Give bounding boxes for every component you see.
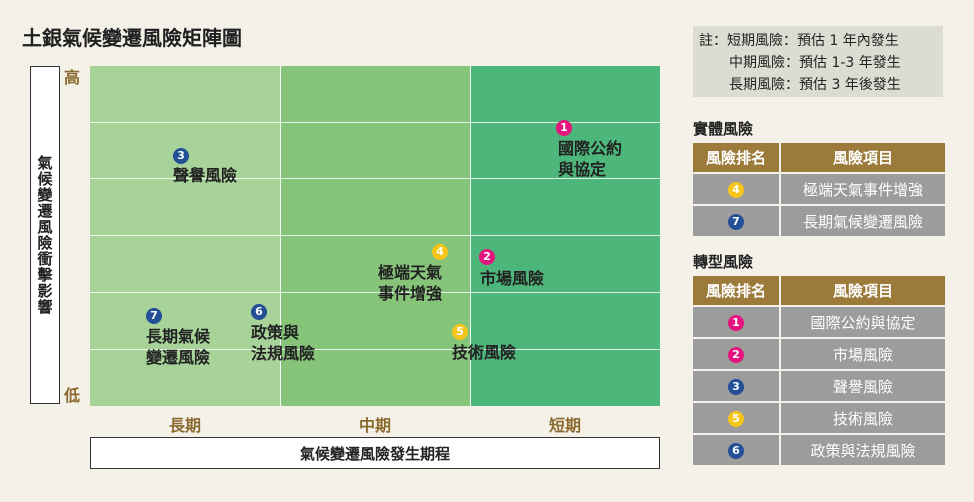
risk-marker-1: 1 bbox=[556, 120, 572, 136]
risk-item: 國際公約與協定 bbox=[781, 307, 945, 337]
rank-badge-5: 5 bbox=[728, 410, 744, 427]
note-box: 註：短期風險：預估 1 年內發生 中期風險：預估 1-3 年發生 長期風險：預估… bbox=[693, 26, 943, 97]
x-tick-mid-term: 中期 bbox=[358, 416, 391, 435]
grid-line bbox=[90, 235, 660, 236]
risk-item: 極端天氣事件增強 bbox=[781, 174, 945, 204]
risk-marker-6: 6 bbox=[251, 304, 267, 320]
table-row: 3 聲譽風險 bbox=[693, 371, 945, 401]
physical-risk-title: 實體風險 bbox=[693, 120, 754, 138]
risk-marker-7: 7 bbox=[146, 308, 162, 324]
risk-item: 長期氣候變遷風險 bbox=[781, 206, 945, 236]
grid-line bbox=[90, 349, 660, 350]
table-header: 風險排名 風險項目 bbox=[693, 276, 945, 305]
risk-item: 政策與法規風險 bbox=[781, 435, 945, 465]
note-line-short: 註：短期風險：預估 1 年內發生 bbox=[699, 33, 899, 49]
y-axis-label-box: 氣候變遷風險衝擊影響 bbox=[30, 66, 60, 404]
rank-badge-3: 3 bbox=[728, 378, 744, 395]
risk-label-1: 國際公約 與協定 bbox=[558, 139, 623, 179]
risk-marker-2: 2 bbox=[479, 249, 495, 265]
x-tick-short-term: 短期 bbox=[548, 416, 581, 435]
risk-label-4: 極端天氣 事件增強 bbox=[378, 263, 443, 303]
risk-label-7: 長期氣候 變遷風險 bbox=[146, 327, 211, 367]
table-header: 風險排名 風險項目 bbox=[693, 143, 945, 172]
rank-badge-7: 7 bbox=[728, 213, 744, 230]
physical-risk-table: 風險排名 風險項目 4 極端天氣事件增強 7 長期氣候變遷風險 bbox=[693, 141, 945, 238]
transition-risk-table: 風險排名 風險項目 1 國際公約與協定 2 市場風險 3 聲譽風險 5 技術風險… bbox=[693, 274, 945, 467]
note-line-mid: 中期風險：預估 1-3 年發生 bbox=[729, 55, 901, 71]
table-row: 4 極端天氣事件增強 bbox=[693, 174, 945, 204]
x-axis-label: 氣候變遷風險發生期程 bbox=[90, 437, 660, 469]
risk-label-5: 技術風險 bbox=[452, 343, 517, 362]
grid-line bbox=[90, 292, 660, 293]
risk-marker-3: 3 bbox=[173, 148, 189, 164]
risk-marker-4: 4 bbox=[432, 244, 448, 260]
risk-marker-5: 5 bbox=[452, 324, 468, 340]
table-row: 7 長期氣候變遷風險 bbox=[693, 206, 945, 236]
grid-line bbox=[470, 66, 471, 406]
col-rank-header: 風險排名 bbox=[693, 143, 781, 172]
table-row: 6 政策與法規風險 bbox=[693, 435, 945, 465]
col-rank-header: 風險排名 bbox=[693, 276, 781, 305]
note-line-long: 長期風險：預估 3 年後發生 bbox=[729, 77, 901, 93]
table-row: 5 技術風險 bbox=[693, 403, 945, 433]
page-title: 土銀氣候變遷風險矩陣圖 bbox=[22, 26, 242, 50]
col-item-header: 風險項目 bbox=[781, 276, 945, 305]
rank-badge-6: 6 bbox=[728, 442, 744, 459]
grid-line bbox=[90, 122, 660, 123]
y-tick-high: 高 bbox=[64, 68, 81, 87]
risk-label-3: 聲譽風險 bbox=[173, 166, 238, 185]
x-tick-long-term: 長期 bbox=[168, 416, 201, 435]
risk-item: 聲譽風險 bbox=[781, 371, 945, 401]
rank-badge-4: 4 bbox=[728, 181, 744, 198]
rank-badge-1: 1 bbox=[728, 314, 744, 331]
col-item-header: 風險項目 bbox=[781, 143, 945, 172]
rank-badge-2: 2 bbox=[728, 346, 744, 363]
risk-label-2: 市場風險 bbox=[480, 269, 545, 288]
table-row: 1 國際公約與協定 bbox=[693, 307, 945, 337]
y-axis-label: 氣候變遷風險衝擊影響 bbox=[35, 155, 54, 315]
y-tick-low: 低 bbox=[64, 386, 81, 405]
grid-line bbox=[280, 66, 281, 406]
risk-label-6: 政策與 法規風險 bbox=[251, 323, 316, 363]
grid-line bbox=[90, 178, 660, 179]
risk-item: 市場風險 bbox=[781, 339, 945, 369]
table-row: 2 市場風險 bbox=[693, 339, 945, 369]
risk-item: 技術風險 bbox=[781, 403, 945, 433]
transition-risk-title: 轉型風險 bbox=[693, 253, 754, 271]
